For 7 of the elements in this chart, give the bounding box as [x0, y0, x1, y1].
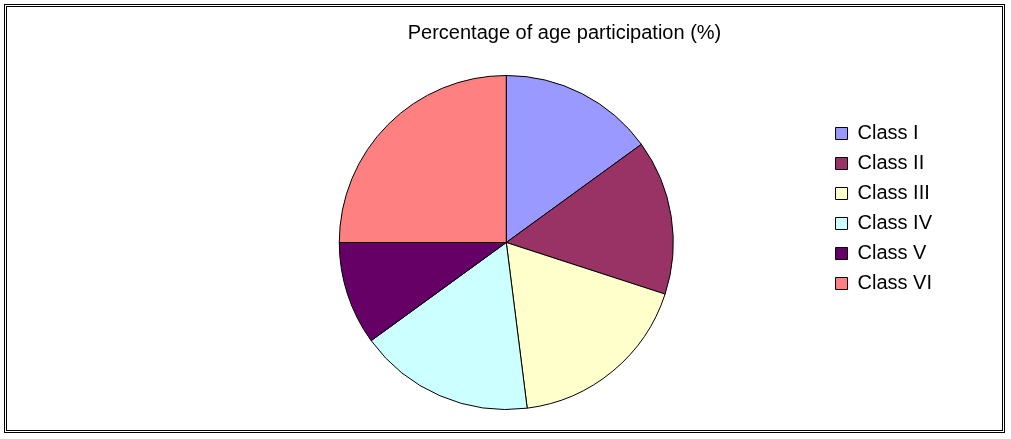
chart-title: Percentage of age participation (%)	[407, 20, 722, 43]
legend-label: Class V	[857, 241, 928, 264]
legend-label: Class II	[857, 151, 925, 174]
legend-label: Class VI	[857, 271, 933, 294]
legend-label: Class IV	[857, 211, 933, 234]
legend-label: Class I	[857, 121, 919, 144]
legend-label: Class III	[857, 181, 930, 204]
